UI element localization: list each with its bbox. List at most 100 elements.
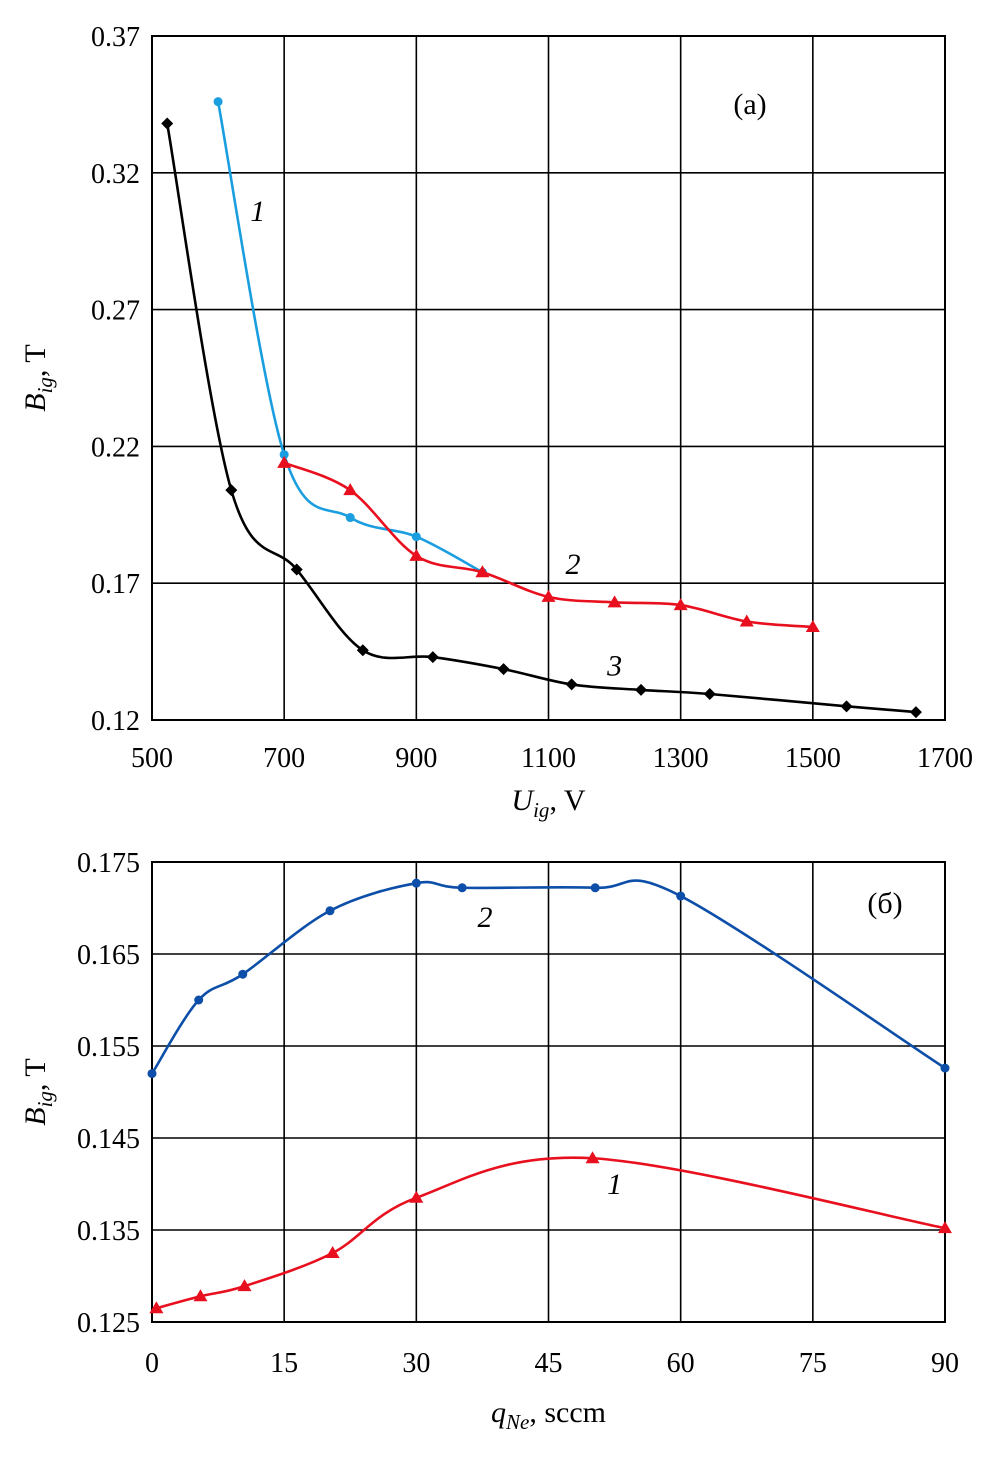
data-point <box>607 595 622 608</box>
x-tick-label: 90 <box>931 1348 959 1379</box>
x-tick-label: 1700 <box>917 743 973 774</box>
data-point <box>565 678 578 691</box>
y-tick-label: 0.145 <box>77 1124 140 1155</box>
y-tick-label: 0.155 <box>77 1032 140 1063</box>
data-point <box>279 450 289 460</box>
y-axis-title-symbol: B <box>19 1107 52 1125</box>
x-axis-title-unit: , sccm <box>529 1396 606 1429</box>
data-point <box>411 878 421 888</box>
x-axis-title-unit: , V <box>549 784 585 817</box>
data-point <box>909 706 922 719</box>
y-tick-label: 0.12 <box>91 706 140 737</box>
series-3 <box>161 117 922 719</box>
data-point <box>457 883 467 893</box>
curve-label: 2 <box>565 548 580 581</box>
x-tick-label: 1100 <box>521 743 576 774</box>
plot-frame <box>151 35 946 721</box>
data-point <box>325 1246 340 1258</box>
data-point <box>585 1151 600 1164</box>
data-point <box>194 995 204 1005</box>
x-tick-label: 500 <box>131 743 173 774</box>
plot-frame <box>151 861 946 1323</box>
x-tick-label: 30 <box>402 1348 430 1379</box>
y-axis-title-subscript: ig <box>33 1091 57 1107</box>
chart-panel-1: 0 15 30 45 60 75 90 0.125 0.135 0.145 0.155 0.165 0.… <box>19 848 959 1434</box>
data-point <box>225 484 238 497</box>
data-point <box>147 1069 157 1079</box>
x-axis-title-subscript: Ne <box>505 1410 529 1434</box>
curve-label: 2 <box>478 901 493 934</box>
curve-label: 1 <box>607 1168 622 1201</box>
series-3-line <box>165 123 917 714</box>
data-point <box>277 455 292 468</box>
curve-label: 3 <box>606 649 622 682</box>
x-tick-label: 700 <box>263 743 305 774</box>
data-point <box>409 1190 424 1203</box>
data-point <box>940 1063 950 1073</box>
y-axis-title-unit: , T <box>19 344 52 377</box>
data-point <box>290 563 303 576</box>
y-axis-title-subscript: ig <box>33 377 57 393</box>
data-point <box>739 614 754 627</box>
series-1 <box>149 1151 952 1314</box>
x-tick-label: 0 <box>145 1348 159 1379</box>
y-axis-title-unit: , T <box>19 1058 52 1091</box>
data-point <box>345 513 355 523</box>
x-axis-title-symbol: q <box>491 1396 506 1429</box>
x-axis-title: qNe, sccm <box>491 1396 606 1434</box>
data-point <box>676 891 686 901</box>
x-tick-label: 15 <box>270 1348 298 1379</box>
data-point <box>193 1289 208 1302</box>
data-point <box>409 548 424 561</box>
y-axis-title: Big, T <box>19 344 57 411</box>
data-point <box>635 683 648 696</box>
y-tick-label: 0.165 <box>77 940 140 971</box>
data-point <box>497 663 510 676</box>
y-axis-title-symbol: B <box>19 393 52 411</box>
y-tick-label: 0.17 <box>91 569 140 600</box>
y-tick-label: 0.22 <box>91 432 140 463</box>
data-point <box>149 1301 164 1314</box>
data-point <box>938 1221 952 1234</box>
x-tick-label: 75 <box>799 1348 827 1379</box>
data-point <box>673 598 688 611</box>
series-2 <box>277 455 820 632</box>
x-tick-label: 1500 <box>785 743 841 774</box>
data-point <box>343 483 358 496</box>
x-tick-label: 60 <box>667 1348 695 1379</box>
y-tick-label: 0.135 <box>77 1216 140 1247</box>
y-axis-title: Big, T <box>19 1058 57 1125</box>
x-axis-title-symbol: U <box>511 784 535 817</box>
series-2-line <box>150 879 946 1075</box>
series-1-line <box>156 1156 946 1310</box>
data-point <box>475 565 490 578</box>
data-point <box>411 532 421 542</box>
data-point <box>237 1279 252 1292</box>
panel-label: (б) <box>867 887 902 920</box>
data-point <box>161 117 174 130</box>
data-point <box>805 619 820 632</box>
chart-panel-0: 500 700 900 1100 1300 1500 1700 0.12 0.17 0.22 0.2… <box>19 22 973 822</box>
x-axis-title-subscript: ig <box>533 798 549 822</box>
data-point <box>840 700 853 713</box>
data-point <box>541 589 556 602</box>
series-1 <box>213 97 487 577</box>
y-tick-label: 0.32 <box>91 159 140 190</box>
data-point <box>238 969 248 979</box>
x-tick-label: 45 <box>535 1348 563 1379</box>
data-point <box>426 651 439 664</box>
y-tick-label: 0.27 <box>91 296 140 327</box>
y-tick-label: 0.37 <box>91 22 140 53</box>
data-point <box>356 644 369 657</box>
data-point <box>325 906 335 916</box>
x-axis-title: Uig, V <box>511 784 585 822</box>
y-tick-label: 0.125 <box>77 1308 140 1339</box>
data-point <box>590 883 600 893</box>
series-2 <box>147 878 950 1079</box>
data-point <box>213 97 223 107</box>
x-tick-label: 900 <box>395 743 437 774</box>
x-tick-label: 1300 <box>653 743 709 774</box>
y-tick-label: 0.175 <box>77 848 140 879</box>
curve-label: 1 <box>250 195 265 228</box>
